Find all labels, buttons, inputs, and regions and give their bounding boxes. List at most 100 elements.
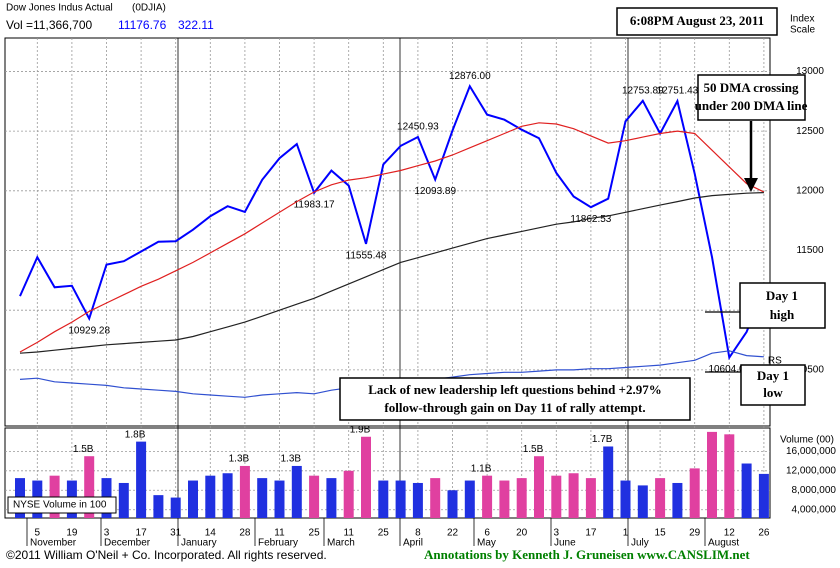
volume-bar [758,473,769,518]
volume-bar [707,431,717,518]
timestamp: 6:08PM August 23, 2011 [630,13,764,28]
annotation-box [339,377,691,421]
timestamp-box [616,7,778,36]
x-tick-label: 17 [136,528,148,539]
x-tick-label: 19 [66,528,78,539]
volume-bar [464,480,475,518]
y-tick-label: 10500 [796,365,824,376]
x-tick-label: 28 [239,528,251,539]
volume-bar [309,475,320,518]
volume-tick-label: 12,000,000 [786,465,836,476]
price-label: 11555.48 [346,251,387,262]
volume-bar [395,480,406,518]
volume-bar [534,456,544,518]
x-tick-label: 15 [655,528,667,539]
y-tick-label: 12500 [796,126,824,137]
volume-label: 1.3B [281,454,302,465]
volume-label: 1.7B [592,434,613,445]
volume-bar [136,441,147,518]
price-panel [4,37,771,427]
x-tick-label: 11 [344,528,355,539]
price-label: 11983.17 [294,199,335,210]
header-symbol: (0DJIA) [132,3,166,14]
price-label: 12753.89 [622,85,664,96]
x-tick-label: 26 [758,528,770,539]
x-tick-label: 20 [516,528,528,539]
volume-bar [689,468,700,518]
x-tick-label: 29 [689,528,701,539]
volume-label: 1.5B [523,444,544,455]
series-line [19,192,764,354]
volume-bar [118,482,129,518]
arrow-head [744,178,758,192]
price-label: 10929.28 [68,325,110,336]
credit: Annotations by Kenneth J. Gruneisen www.… [424,547,750,562]
annotation-box [739,282,826,329]
x-tick-label: 17 [585,528,597,539]
header-volume: Vol =11,366,700 [6,18,93,32]
volume-bar [655,478,666,518]
volume-label: 1.9B [350,424,371,435]
volume-tick-label: 16,000,000 [786,446,836,457]
volume-bar [430,478,441,518]
volume-title: Volume (00) [780,435,834,446]
volume-bar [274,480,285,518]
x-tick-label: 31 [170,528,182,539]
volume-bar [188,480,198,518]
header-title: Dow Jones Indus Actual [6,3,113,14]
volume-bar [516,478,527,518]
volume-bar [568,473,579,518]
volume-bar [205,475,216,518]
volume-bar [291,465,302,518]
annotation-box [740,364,806,406]
month-label: May [477,538,496,549]
volume-bar [326,478,337,518]
annotation: high [770,307,795,322]
month-label: July [631,538,649,549]
header-last: 11176.76 [118,18,167,32]
volume-tick-label: 8,000,000 [792,485,837,496]
plot: 1050011000115001200012500130004,000,0008… [5,38,836,549]
x-tick-label: 6 [484,528,490,539]
month-label: December [104,538,151,549]
annotation-box [697,74,806,121]
volume-bar [724,434,735,518]
x-tick-label: 3 [554,528,560,539]
x-tick-label: 25 [309,528,321,539]
x-tick-label: 3 [104,528,110,539]
volume-legend-box [7,496,117,514]
y-tick-label: 11500 [796,245,824,256]
annotation: low [763,385,783,400]
x-tick-label: 5 [35,528,41,539]
price-label: 12751.43 [657,86,699,97]
volume-label: 1.5B [73,444,94,455]
axis-label: Index [790,14,814,25]
month-label: February [258,538,298,549]
annotation: follow-through gain on Day 11 of rally a… [384,400,645,415]
volume-bar [170,497,181,518]
month-label: March [327,538,355,549]
series-line [19,122,765,353]
annotation: Day 1 [766,288,798,303]
volume-bar [361,436,371,518]
price-label: 11862.53 [570,214,611,225]
volume-label: 1.3B [229,454,250,465]
volume-bar [585,478,596,518]
month-label: June [554,538,576,549]
x-tick-label: 25 [378,528,390,539]
month-label: April [403,538,423,549]
month-label: November [30,538,77,549]
volume-bar [551,475,562,518]
rs-label: RS [768,355,782,366]
volume-label: 1.1B [471,463,492,474]
volume-legend: NYSE Volume in 100 [13,500,107,511]
volume-bar [343,470,354,518]
price-label: 12450.93 [397,122,439,133]
volume-bar [257,478,268,518]
volume-bar [672,482,683,518]
axis-label: Scale [790,25,815,36]
series-line [19,83,765,361]
price-label: 10604.07 [708,364,750,375]
x-tick-label: 8 [415,528,421,539]
